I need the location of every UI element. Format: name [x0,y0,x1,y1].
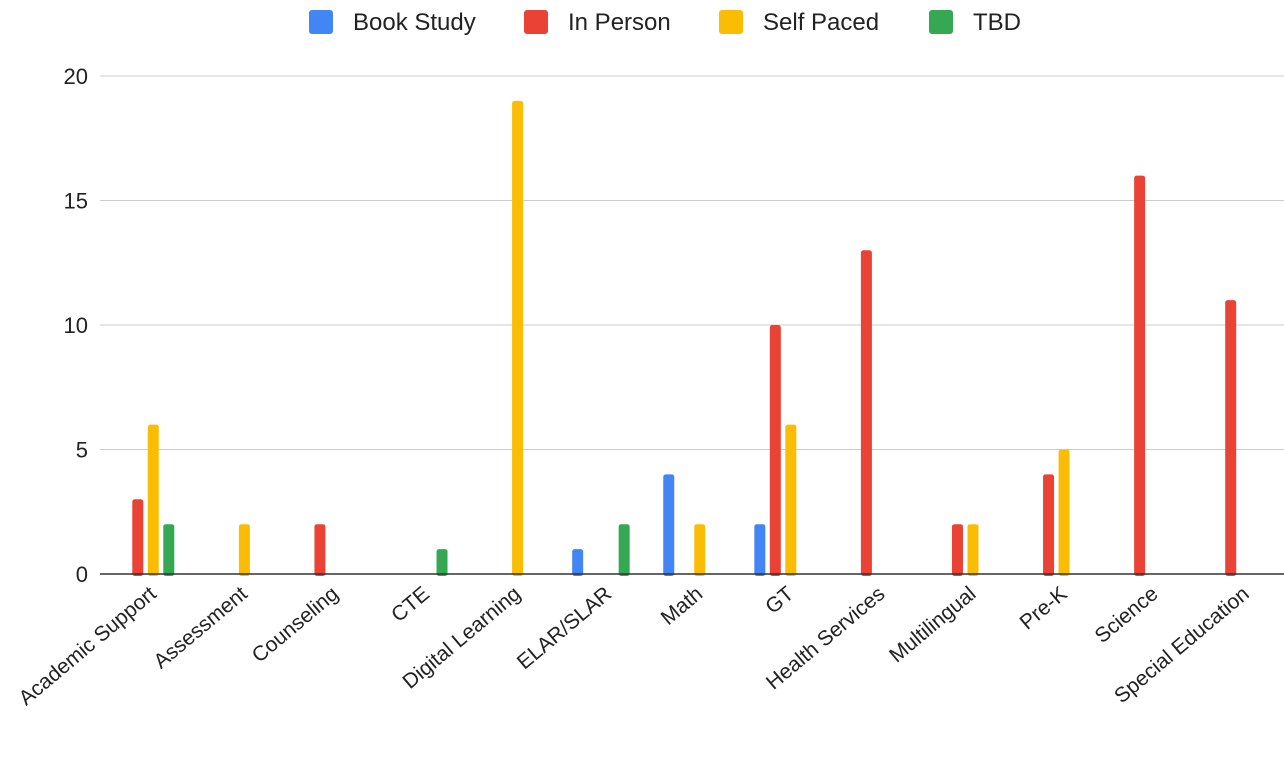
bar-book-study [754,524,766,576]
bar-in-person [1134,175,1146,576]
y-tick-label: 15 [64,189,88,214]
legend-item[interactable]: In Person [524,9,671,36]
legend-item[interactable]: Self Paced [719,9,879,36]
gridlines [100,75,1284,450]
bar-tbd [436,549,448,576]
bar-book-study [663,474,675,576]
legend-swatch [524,10,548,34]
bar-in-person [769,325,781,576]
x-tick-label: CTE [387,582,434,627]
y-tick-label: 0 [76,562,88,587]
legend-label: Self Paced [763,9,879,36]
legend-item[interactable]: TBD [929,9,1021,36]
bar-in-person [1225,300,1237,576]
bars [132,100,1237,577]
x-tick-label: Science [1091,582,1163,648]
axes: 0 5 10 15 20 Academic SupportAssessmentCounse… [15,64,1284,710]
x-tick-label: Academic Support [15,582,161,710]
legend-label: In Person [568,9,671,36]
legend-swatch [309,10,333,34]
y-tick-label: 10 [64,313,88,338]
bar-self-paced [238,524,250,576]
x-tick-label: Multilingual [885,582,980,667]
bar-in-person [860,250,872,577]
bar-self-paced [147,424,159,576]
bar-tbd [163,524,175,576]
bar-self-paced [512,100,524,577]
x-tick-label: Pre-K [1016,582,1072,634]
bar-in-person [951,524,963,576]
bar-tbd [618,524,630,576]
bar-book-study [572,549,584,576]
legend-swatch [719,10,743,34]
bar-self-paced [785,424,797,576]
bar-self-paced [694,524,706,576]
legend-label: TBD [973,9,1021,36]
x-tick-label: GT [761,582,798,618]
bar-in-person [314,524,326,576]
y-tick-label: 20 [64,64,88,89]
legend-item[interactable]: Book Study [309,9,476,36]
bar-in-person [132,499,144,576]
legend: Book Study In Person Self Paced TBD [309,9,1021,36]
bar-self-paced [967,524,979,576]
bar-in-person [1043,474,1055,576]
legend-swatch [929,10,953,34]
x-tick-label: ELAR/SLAR [513,582,616,674]
x-tick-label: Counseling [248,582,343,667]
legend-label: Book Study [353,9,476,36]
y-tick-label: 5 [76,438,88,463]
x-tick-label: Assessment [149,582,252,673]
bar-self-paced [1058,449,1070,576]
x-tick-label: Math [657,582,708,630]
